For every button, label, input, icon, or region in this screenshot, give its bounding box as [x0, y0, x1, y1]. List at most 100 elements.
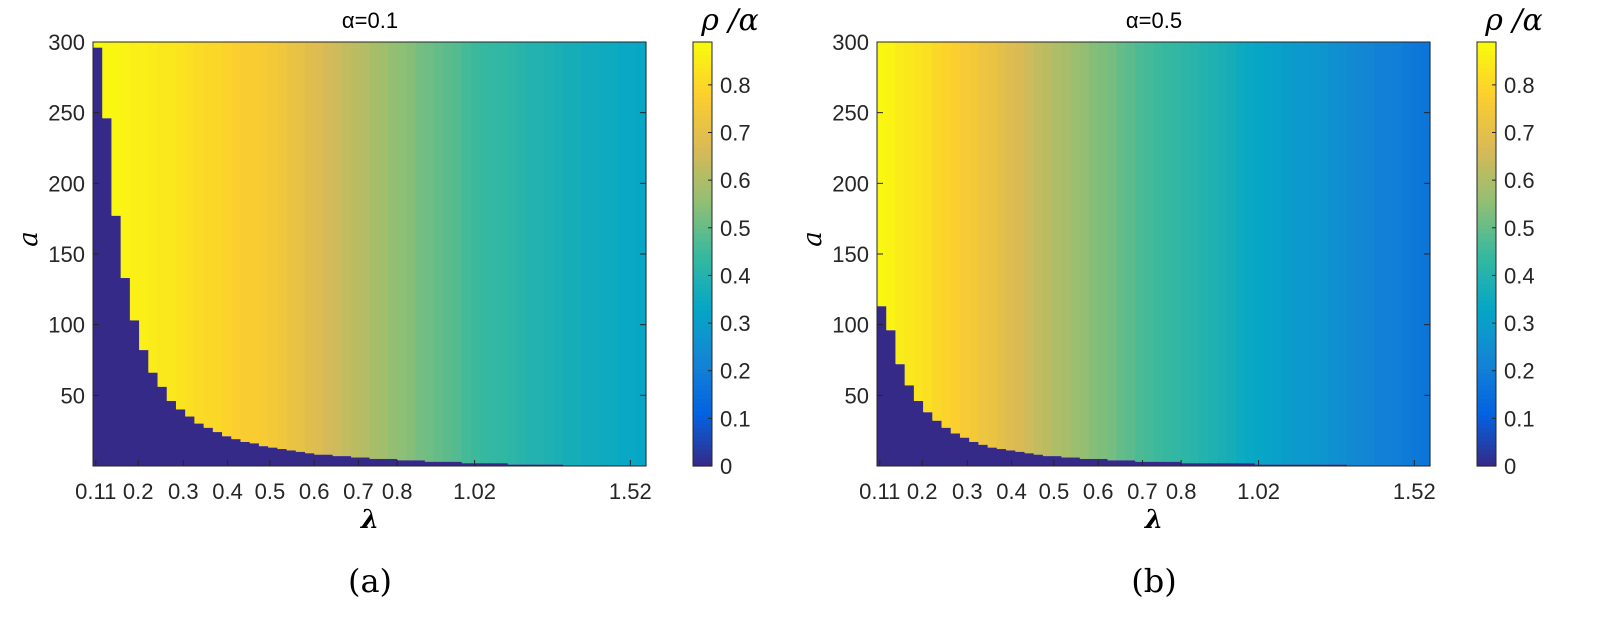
colorbar-segment	[1477, 355, 1496, 361]
colorbar-segment	[1477, 423, 1496, 429]
heatmap-cell-zero	[258, 446, 269, 466]
colorbar-segment	[1477, 42, 1496, 47]
colorbar-segment	[693, 50, 712, 56]
colorbar-segment	[693, 389, 712, 395]
x-tick-label: 1.02	[1237, 479, 1280, 504]
heatmap-cell-zero	[941, 427, 952, 466]
colorbar-tick-label: 0.7	[1504, 121, 1535, 146]
heatmap-cell	[1356, 42, 1367, 466]
colorbar-segment	[1477, 283, 1496, 289]
colorbar-segment	[1477, 58, 1496, 64]
heatmap-cell-zero	[1098, 458, 1109, 466]
colorbar-segment	[1477, 402, 1496, 408]
colorbar-segment	[693, 84, 712, 90]
heatmap-cell	[877, 42, 887, 307]
heatmap-cell-zero	[1300, 464, 1311, 466]
heatmap-cell	[387, 42, 398, 459]
colorbar-segment	[693, 143, 712, 149]
heatmap-cell	[443, 42, 454, 462]
colorbar-segment	[693, 347, 712, 353]
heatmap-cell-zero	[351, 457, 361, 466]
colorbar-segment	[1477, 385, 1496, 391]
colorbar-segment	[693, 67, 712, 73]
heatmap-cell-zero	[369, 458, 380, 466]
heatmap-cell	[941, 42, 952, 428]
heatmap-cell	[1374, 42, 1385, 466]
colorbar-segment	[1477, 321, 1496, 327]
heatmap-cell	[544, 42, 555, 465]
heatmap-cell	[258, 42, 269, 447]
heatmap-cell-zero	[959, 437, 970, 466]
heatmap-cell-zero	[175, 409, 186, 466]
colorbar-segment	[1477, 368, 1496, 374]
colorbar-tick-label: 0.4	[1504, 263, 1535, 288]
colorbar-segment	[1477, 215, 1496, 221]
x-tick-label: 0.3	[168, 479, 199, 504]
colorbar-segment	[693, 139, 712, 145]
colorbar-segment	[1477, 232, 1496, 238]
colorbar-box	[1476, 41, 1497, 467]
heatmap-cell	[1300, 42, 1311, 465]
heatmap-cell	[1006, 42, 1016, 451]
heatmap-cell-zero	[1135, 461, 1145, 466]
heatmap-cell-zero	[1218, 463, 1228, 466]
colorbar-segment	[693, 287, 712, 293]
colorbar-segment	[1477, 262, 1496, 268]
colorbar-segment	[1477, 275, 1496, 281]
colorbar-segment	[1477, 249, 1496, 255]
x-tick-label: 0.11	[859, 479, 900, 504]
heatmap-cell	[1236, 42, 1247, 464]
heatmap-cell	[1162, 42, 1173, 462]
y-axis-label: a	[798, 231, 828, 247]
heatmap-cell-zero	[1208, 463, 1219, 466]
colorbar-tick-label: 0.1	[1504, 406, 1535, 431]
colorbar-segment	[1477, 406, 1496, 412]
heatmap-cell-zero	[120, 278, 131, 466]
heatmap-cell-zero	[480, 463, 490, 466]
heatmap-cell-zero	[1310, 464, 1320, 466]
heatmap-cell	[360, 42, 371, 458]
colorbar-segment	[693, 449, 712, 454]
heatmap-cell-zero	[470, 463, 481, 466]
heatmap-cell	[480, 42, 490, 464]
heatmap-cell-zero	[978, 444, 989, 466]
colorbar-segment	[693, 406, 712, 412]
heatmap-cell-zero	[553, 464, 564, 466]
colorbar-segment	[693, 360, 712, 365]
heatmap-cell-zero	[996, 449, 1007, 466]
colorbar-segment	[1477, 287, 1496, 293]
heatmap-cell-zero	[452, 461, 463, 466]
heatmap-cell-zero	[332, 456, 343, 466]
colorbar-segment	[1477, 160, 1496, 166]
colorbar-segment	[693, 177, 712, 183]
heatmap-cell	[277, 42, 288, 450]
heatmap-cell-zero	[286, 450, 297, 466]
heatmap-cell-zero	[378, 458, 389, 466]
heatmap-cell	[1393, 42, 1403, 466]
colorbar-segment	[1477, 105, 1496, 111]
heatmap-cell	[1282, 42, 1293, 465]
colorbar-segment	[693, 372, 712, 378]
heatmap-cell-zero	[93, 47, 103, 467]
colorbar-segment	[693, 254, 712, 259]
colorbar-segment	[693, 122, 712, 128]
heatmap-cell-zero	[166, 400, 177, 466]
heatmap-cell-zero	[415, 460, 426, 466]
heatmap-cell	[581, 42, 592, 466]
colorbar-segment	[1477, 148, 1496, 153]
colorbar-segment	[693, 135, 712, 141]
colorbar-segment	[1477, 334, 1496, 340]
heatmap-cell	[1070, 42, 1081, 458]
chart-title: α=0.1	[342, 8, 398, 33]
colorbar-segment	[1477, 143, 1496, 149]
colorbar-segment	[693, 54, 712, 60]
heatmap-cell	[923, 42, 933, 413]
colorbar-segment	[693, 118, 712, 124]
colorbar-segment	[1477, 440, 1496, 446]
heatmap-cell-zero	[886, 330, 897, 466]
x-tick-label: 1.52	[609, 479, 652, 504]
heatmap-cell	[1291, 42, 1302, 465]
heatmap-cell-zero	[507, 464, 518, 466]
heatmap-cell	[1273, 42, 1284, 465]
